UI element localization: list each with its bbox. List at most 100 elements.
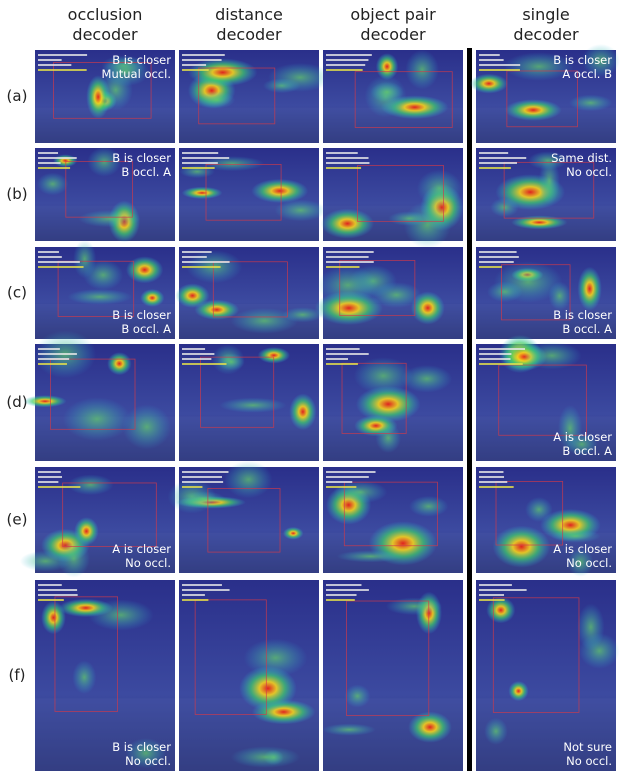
row-label: (e): [7, 511, 28, 529]
tiny-text: [479, 54, 500, 56]
attention-blob: [409, 496, 448, 517]
tiny-text: [326, 152, 358, 154]
tiny-text: [38, 162, 61, 164]
attention-blob: [344, 684, 370, 707]
tiny-text: [326, 589, 369, 591]
attention-blob: [24, 395, 67, 407]
prediction-caption: B is closer: [553, 53, 612, 67]
tiny-text: [38, 589, 77, 591]
attention-blob: [334, 481, 388, 504]
attention-blob: [107, 352, 131, 375]
tiny-text: [479, 599, 505, 601]
tiny-text: [38, 251, 59, 253]
tiny-text: [326, 54, 372, 56]
tiny-text: [182, 363, 227, 365]
tiny-text: [479, 64, 520, 66]
attention-blob: [548, 282, 571, 311]
attention-blob: [337, 550, 404, 562]
column-header: object pair: [350, 5, 436, 24]
tiny-text: [326, 64, 365, 66]
tiny-text: [326, 353, 369, 355]
attention-blob: [199, 91, 236, 109]
tiny-text: [326, 251, 374, 253]
prediction-caption: A occl. B: [562, 67, 612, 81]
attention-blob: [388, 211, 430, 226]
attention-blob: [182, 187, 223, 199]
tiny-text: [38, 594, 78, 596]
tiny-text: [182, 152, 218, 154]
tiny-text: [326, 476, 369, 478]
tiny-text: [479, 589, 527, 591]
tiny-text: [38, 167, 70, 169]
attention-blob: [88, 599, 153, 630]
prediction-caption: B is closer: [112, 151, 171, 165]
tiny-text: [38, 152, 58, 154]
tiny-text: [479, 358, 511, 360]
tiny-text: [326, 157, 369, 159]
attention-blob: [370, 82, 403, 103]
tiny-text: [38, 486, 80, 488]
prediction-caption: B occl. A: [562, 444, 612, 458]
attention-blob: [67, 289, 132, 305]
attention-blob: [321, 209, 374, 239]
attention-blob: [508, 681, 528, 701]
tiny-text: [479, 59, 504, 61]
tiny-text: [182, 251, 212, 253]
prediction-caption: B is closer: [112, 308, 171, 322]
attention-blob: [268, 63, 332, 92]
tiny-text: [182, 589, 230, 591]
tiny-text: [479, 348, 525, 350]
tiny-text: [182, 162, 218, 164]
attention-blob: [511, 215, 567, 229]
tiny-text: [479, 486, 514, 488]
tiny-text: [182, 353, 214, 355]
attention-blob: [551, 529, 601, 543]
tiny-text: [326, 261, 374, 263]
attention-blob: [219, 398, 286, 413]
tiny-text: [38, 363, 67, 365]
tiny-text: [38, 348, 60, 350]
attention-blob: [405, 50, 439, 90]
tiny-text: [479, 167, 511, 169]
tiny-text: [479, 256, 519, 258]
tiny-text: [182, 54, 225, 56]
tiny-text: [182, 476, 222, 478]
attention-blob: [487, 281, 522, 302]
tiny-text: [479, 162, 517, 164]
tiny-text: [182, 256, 207, 258]
tiny-text: [38, 256, 62, 258]
tiny-text: [479, 266, 502, 268]
tiny-text: [182, 348, 205, 350]
prediction-caption: No occl.: [125, 754, 171, 768]
tiny-text: [479, 69, 520, 71]
attention-blob: [371, 282, 422, 308]
attention-blob: [251, 179, 308, 203]
column-header: distance: [215, 5, 283, 24]
attention-blob: [578, 267, 602, 311]
tiny-text: [38, 599, 64, 601]
attention-blob: [68, 474, 114, 495]
attention-blob: [470, 74, 508, 94]
attention-blob: [408, 711, 452, 742]
tiny-text: [38, 64, 71, 66]
tiny-text: [326, 256, 369, 258]
attention-blob: [484, 718, 507, 745]
prediction-caption: No occl.: [566, 165, 612, 179]
column-header: single: [522, 5, 569, 24]
attention-blob: [140, 289, 164, 307]
attention-blob: [283, 527, 303, 540]
attention-blob: [224, 461, 272, 498]
prediction-caption: A is closer: [112, 542, 171, 556]
tiny-text: [326, 363, 358, 365]
tiny-text: [182, 594, 205, 596]
tiny-text: [182, 157, 229, 159]
attention-blob: [244, 639, 308, 677]
prediction-caption: B is closer: [112, 53, 171, 67]
tiny-text: [38, 59, 62, 61]
attention-blob: [505, 99, 562, 121]
tiny-text: [479, 476, 504, 478]
tiny-text: [38, 261, 80, 263]
tiny-text: [182, 486, 202, 488]
tiny-text: [182, 59, 222, 61]
tiny-text: [326, 266, 359, 268]
